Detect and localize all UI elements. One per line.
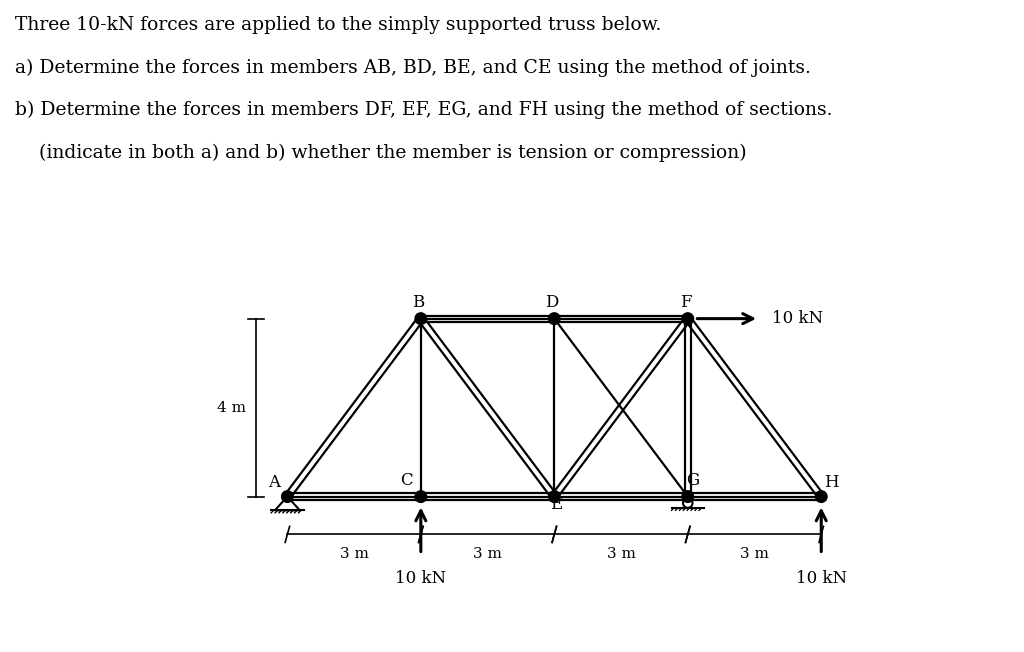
- Circle shape: [815, 491, 827, 503]
- Circle shape: [549, 491, 560, 503]
- Text: D: D: [546, 293, 559, 310]
- Text: A: A: [268, 474, 280, 491]
- Circle shape: [415, 313, 427, 325]
- Text: a) Determine the forces in members AB, BD, BE, and CE using the method of joints: a) Determine the forces in members AB, B…: [15, 59, 811, 77]
- Text: G: G: [686, 471, 699, 488]
- Text: (indicate in both a) and b) whether the member is tension or compression): (indicate in both a) and b) whether the …: [15, 143, 746, 162]
- Text: Three 10-kN forces are applied to the simply supported truss below.: Three 10-kN forces are applied to the si…: [15, 16, 662, 35]
- Text: b) Determine the forces in members DF, EF, EG, and FH using the method of sectio: b) Determine the forces in members DF, E…: [15, 101, 833, 119]
- Text: C: C: [400, 471, 413, 488]
- Text: F: F: [680, 293, 691, 310]
- Circle shape: [682, 491, 693, 503]
- Text: 10 kN: 10 kN: [395, 570, 446, 587]
- Text: 4 m: 4 m: [217, 400, 246, 415]
- Circle shape: [682, 313, 693, 325]
- Text: B: B: [413, 293, 425, 310]
- Circle shape: [549, 313, 560, 325]
- Text: H: H: [823, 474, 839, 491]
- Text: 3 m: 3 m: [473, 547, 502, 561]
- Text: 3 m: 3 m: [740, 547, 769, 561]
- Circle shape: [282, 491, 293, 503]
- Text: 3 m: 3 m: [606, 547, 636, 561]
- Text: 3 m: 3 m: [340, 547, 369, 561]
- Text: 10 kN: 10 kN: [772, 310, 823, 327]
- Text: 10 kN: 10 kN: [796, 570, 847, 587]
- Circle shape: [415, 491, 427, 503]
- Text: E: E: [551, 497, 562, 514]
